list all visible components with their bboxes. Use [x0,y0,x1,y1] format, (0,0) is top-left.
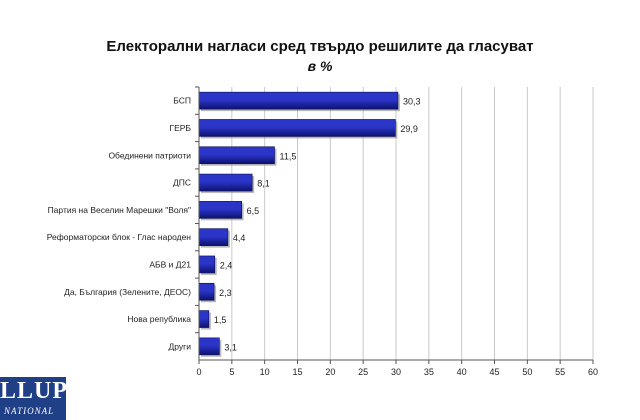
bar [198,201,242,219]
value-label: 8,1 [257,179,270,189]
value-label: 2,4 [220,260,233,270]
category-label: Обединени патриоти [108,150,191,160]
logo-main-text: LLUP [0,378,66,404]
x-tick-label: 40 [457,367,467,377]
category-label: АБВ и Д21 [149,259,191,269]
x-tick-label: 0 [196,367,201,377]
x-tick-label: 20 [325,367,335,377]
x-tick-label: 15 [292,367,302,377]
bar [198,337,220,356]
value-label: 4,4 [233,233,246,243]
bar [198,119,396,137]
x-tick-label: 5 [229,367,234,377]
x-tick-label: 30 [391,367,401,377]
category-label: Партия на Веселин Марешки "Воля" [48,205,191,215]
x-tick-label: 60 [588,367,598,377]
gallup-logo: LLUP NATIONAL [0,377,66,420]
value-label: 6,5 [247,206,260,216]
category-label: Да, България (Зелените, ДЕОС) [64,287,191,297]
value-label: 30,3 [403,97,421,107]
category-label: Реформаторски блок - Глас народен [47,232,192,242]
x-tick-label: 25 [358,367,368,377]
chart-subtitle: в % [307,58,333,74]
logo-sub-text: NATIONAL [4,406,55,416]
bar [198,146,275,165]
x-tick-label: 55 [555,367,565,377]
x-tick-label: 50 [522,367,532,377]
x-tick-label: 10 [260,367,270,377]
category-label: ДПС [173,178,191,188]
category-label: Нова република [127,314,191,324]
value-label: 29,9 [400,124,418,134]
value-label: 11,5 [280,151,297,161]
x-tick-label: 45 [489,367,499,377]
axes [195,86,594,364]
value-label: 1,5 [214,315,227,325]
bar [198,91,399,110]
bar [198,255,216,274]
bar [198,173,253,192]
category-label: ГЕРБ [169,123,191,133]
bar [198,228,229,246]
category-label: Други [169,341,192,351]
bars [198,91,400,357]
value-label: 2,3 [219,288,232,298]
category-label: БСП [173,96,191,106]
labels: 0 5 10 15 20 25 30 35 40 45 50 55 60 БСП 30,3 ГЕРБ 29,9 О… [47,96,598,377]
chart-title: Електорални нагласи сред твърдо решилите… [106,38,534,55]
x-tick-label: 35 [424,367,434,377]
value-label: 3,1 [224,342,237,352]
bar [198,310,210,328]
bar [198,282,215,301]
